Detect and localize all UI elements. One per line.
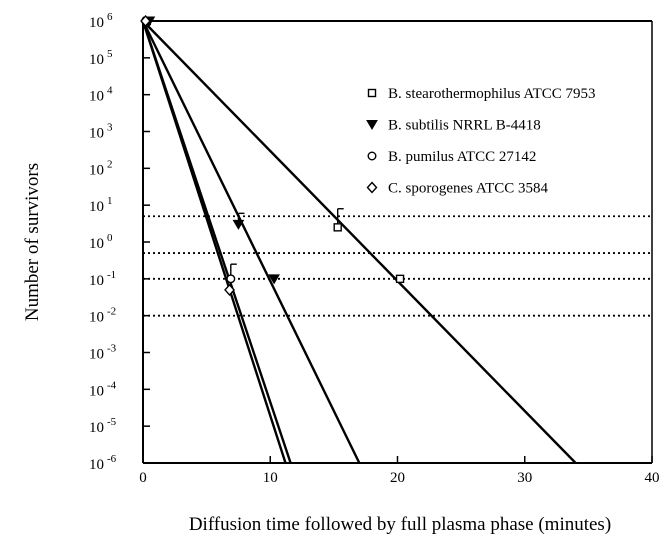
y-tick-exponent: 1 — [107, 195, 113, 207]
x-tick-label: 10 — [263, 470, 278, 486]
x-tick-label: 0 — [139, 470, 147, 486]
fit-line — [141, 20, 287, 464]
y-tick-exponent: 0 — [107, 232, 113, 244]
y-tick-label: 10 — [89, 199, 104, 215]
y-tick-exponent: 6 — [107, 11, 113, 23]
y-tick-exponent: -3 — [107, 343, 117, 355]
marker-diamond — [366, 181, 378, 194]
y-tick-label: 10 — [89, 162, 104, 178]
x-axis-title: Diffusion time followed by full plasma p… — [189, 514, 611, 535]
legend-label: C. sporogenes ATCC 3584 — [388, 181, 549, 197]
marker-diamond — [140, 14, 151, 28]
marker-triangle-down — [268, 274, 280, 285]
y-tick-exponent: -1 — [107, 269, 116, 281]
y-tick-label: 10 — [89, 52, 104, 68]
y-tick-exponent: 4 — [107, 85, 113, 97]
y-tick-exponent: -2 — [107, 306, 116, 318]
legend-label: B. subtilis NRRL B-4418 — [388, 118, 541, 134]
y-tick-exponent: -4 — [107, 379, 117, 391]
fit-line — [142, 20, 577, 464]
y-tick-exponent: 3 — [107, 122, 113, 134]
y-tick-exponent: 2 — [107, 158, 113, 170]
legend-label: B. pumilus ATCC 27142 — [388, 149, 536, 165]
marker-circle — [226, 274, 236, 284]
y-tick-exponent: -5 — [107, 416, 117, 428]
y-tick-label: 10 — [89, 420, 104, 436]
x-tick-label: 20 — [390, 470, 405, 486]
y-axis-title: Number of survivors — [22, 163, 43, 321]
y-tick-label: 10 — [89, 273, 104, 289]
y-tick-exponent: -6 — [107, 453, 117, 465]
y-tick-label: 10 — [89, 126, 104, 142]
y-tick-exponent: 5 — [107, 48, 113, 60]
marker-triangle-down — [232, 219, 245, 230]
y-tick-label: 10 — [89, 383, 104, 399]
marker-circle — [367, 151, 377, 161]
y-tick-label: 10 — [89, 457, 104, 473]
x-tick-label: 30 — [517, 470, 532, 486]
fit-line — [141, 20, 361, 464]
legend-label: B. stearothermophilus ATCC 7953 — [388, 86, 596, 102]
marker-square — [395, 274, 405, 284]
y-tick-label: 10 — [89, 15, 104, 31]
y-tick-label: 10 — [89, 236, 104, 252]
marker-square — [367, 88, 377, 98]
x-tick-label: 40 — [645, 470, 660, 486]
marker-square — [333, 223, 342, 232]
marker-triangle-down — [366, 120, 378, 130]
y-tick-label: 10 — [89, 89, 104, 105]
y-tick-label: 10 — [89, 347, 104, 363]
y-tick-label: 10 — [89, 310, 104, 326]
marker-diamond — [224, 283, 235, 296]
